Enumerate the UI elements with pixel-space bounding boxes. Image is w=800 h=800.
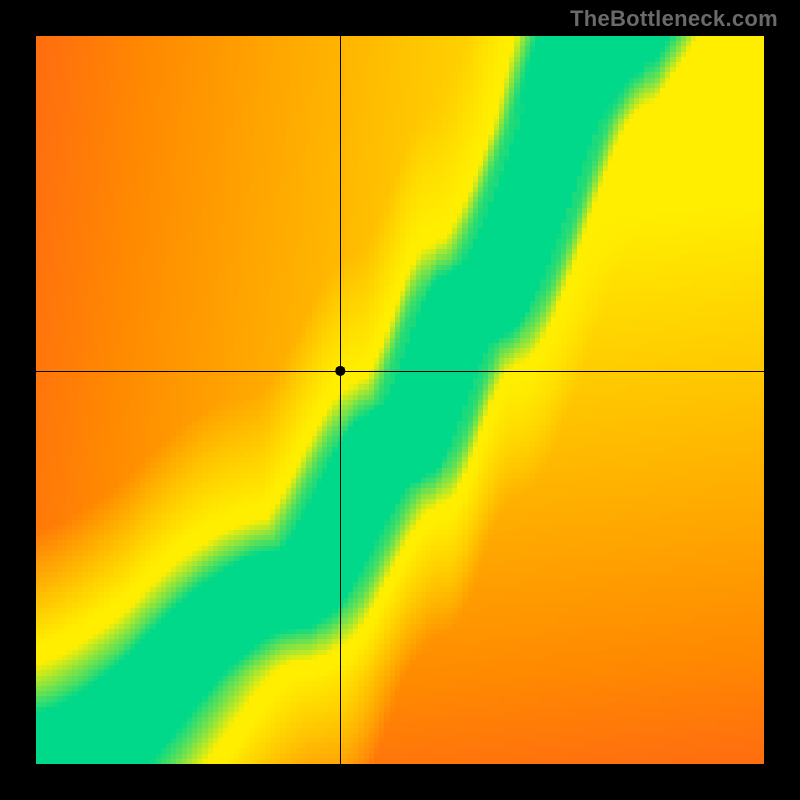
heatmap-plot — [36, 36, 764, 764]
chart-container: TheBottleneck.com — [0, 0, 800, 800]
watermark-text: TheBottleneck.com — [570, 6, 778, 32]
heatmap-canvas — [36, 36, 764, 764]
